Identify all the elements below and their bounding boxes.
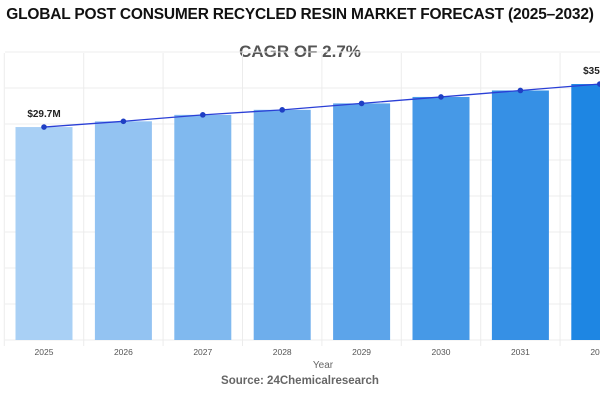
chart-title: GLOBAL POST CONSUMER RECYCLED RESIN MARK… xyxy=(6,6,594,23)
bar-2031 xyxy=(491,90,549,340)
x-tick-label: 2030 xyxy=(432,347,451,357)
bar-2026 xyxy=(94,121,152,340)
bar-2030 xyxy=(412,96,470,340)
x-tick-label: 2031 xyxy=(511,347,530,357)
bar-2029 xyxy=(333,103,391,340)
trend-point xyxy=(517,87,524,94)
x-tick-label: 2025 xyxy=(35,347,54,357)
trend-point xyxy=(438,94,444,100)
x-axis-label: Year xyxy=(312,360,334,371)
x-tick-label: 2026 xyxy=(114,347,133,357)
trend-point xyxy=(597,81,600,87)
data-label: $29.7M xyxy=(27,109,60,120)
x-tick-label: 2028 xyxy=(273,347,292,357)
data-label: $35.7M xyxy=(583,66,600,77)
trend-point xyxy=(41,124,47,130)
x-tick-label: 2027 xyxy=(193,347,212,357)
trend-point xyxy=(200,112,206,118)
trend-line xyxy=(43,83,600,128)
trend-point xyxy=(279,107,286,113)
bar-2028 xyxy=(253,109,311,340)
source-note: Source: 24Chemicalresearch xyxy=(221,375,379,387)
x-tick-label: 2029 xyxy=(352,347,371,357)
x-tick-label: 2032 xyxy=(590,347,600,357)
bar-2027 xyxy=(174,114,232,340)
bar-2025 xyxy=(15,127,73,341)
bar-2032 xyxy=(571,84,600,340)
trend-point xyxy=(358,100,365,107)
trend-point xyxy=(120,118,127,125)
